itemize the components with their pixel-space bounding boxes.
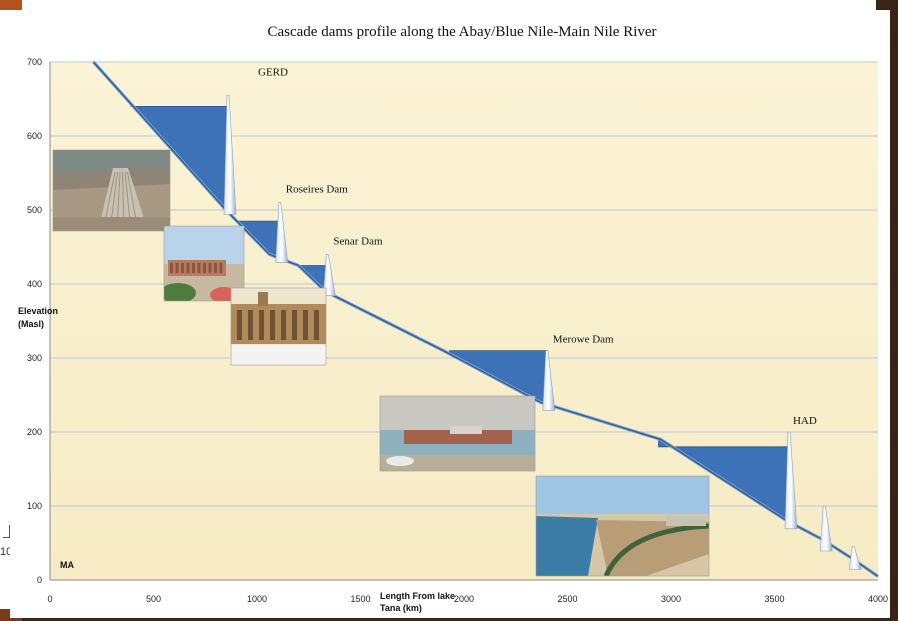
x-tick-500: 500	[146, 594, 161, 604]
y-tick-700: 700	[27, 57, 42, 67]
y-tick-100: 100	[27, 501, 42, 511]
edge-bracket	[3, 525, 10, 538]
y-tick-400: 400	[27, 279, 42, 289]
y-tick-200: 200	[27, 427, 42, 437]
dam-label-1: Roseires Dam	[286, 184, 348, 196]
x-tick-1500: 1500	[350, 594, 370, 604]
photo-gerd	[52, 149, 171, 232]
frame-right	[890, 0, 898, 621]
y-tick-labels: 0 100 200 300 400 500 600 700	[27, 57, 42, 585]
dams	[223, 95, 862, 570]
photo-merowe	[379, 395, 536, 472]
x-tick-4000: 4000	[868, 594, 888, 604]
dam-labels: GERD Roseires Dam Senar Dam Merowe Dam HAD	[258, 66, 817, 427]
x-tick-1000: 1000	[247, 594, 267, 604]
x-tick-labels: 0 500 1000 1500 2000 2500 3000 3500 4000	[47, 594, 888, 604]
x-tick-3500: 3500	[764, 594, 784, 604]
y-tick-0: 0	[37, 575, 42, 585]
dam-structure-3	[542, 350, 556, 411]
y-tick-600: 600	[27, 131, 42, 141]
chart-title: Cascade dams profile along the Abay/Blue…	[267, 24, 656, 40]
x-tick-3000: 3000	[661, 594, 681, 604]
frame-corner-top-right	[876, 0, 898, 10]
frame-corner-top-left	[0, 0, 22, 10]
dam-profile-chart: Cascade dams profile along the Abay/Blue…	[10, 10, 890, 618]
dam-structure-6	[848, 546, 862, 570]
x-tick-0: 0	[47, 594, 52, 604]
dam-structure-4	[784, 431, 798, 530]
y-tick-300: 300	[27, 353, 42, 363]
dam-photos	[52, 149, 710, 577]
dam-structure-2	[323, 254, 336, 297]
x-axis-label-line2: Tana (km)	[380, 603, 422, 613]
dam-label-3: Merowe Dam	[553, 334, 614, 346]
photo-had	[535, 475, 710, 577]
x-axis-label-line1: Length From lake	[380, 591, 455, 601]
chart-annotation: MA	[60, 560, 74, 570]
x-tick-2500: 2500	[557, 594, 577, 604]
photo-senar	[230, 287, 327, 366]
dam-structure-5	[819, 505, 833, 552]
dam-label-2: Senar Dam	[333, 235, 383, 247]
frame-bottom	[0, 615, 898, 621]
x-tick-2000: 2000	[454, 594, 474, 604]
dam-label-4: HAD	[793, 415, 817, 427]
dam-label-0: GERD	[258, 66, 288, 78]
dam-structure-1	[275, 202, 289, 263]
dam-structure-0	[223, 95, 237, 215]
y-tick-500: 500	[27, 205, 42, 215]
y-axis-label-line1: Elevation	[18, 306, 58, 316]
y-axis-label-line2: (Masl)	[18, 319, 44, 329]
